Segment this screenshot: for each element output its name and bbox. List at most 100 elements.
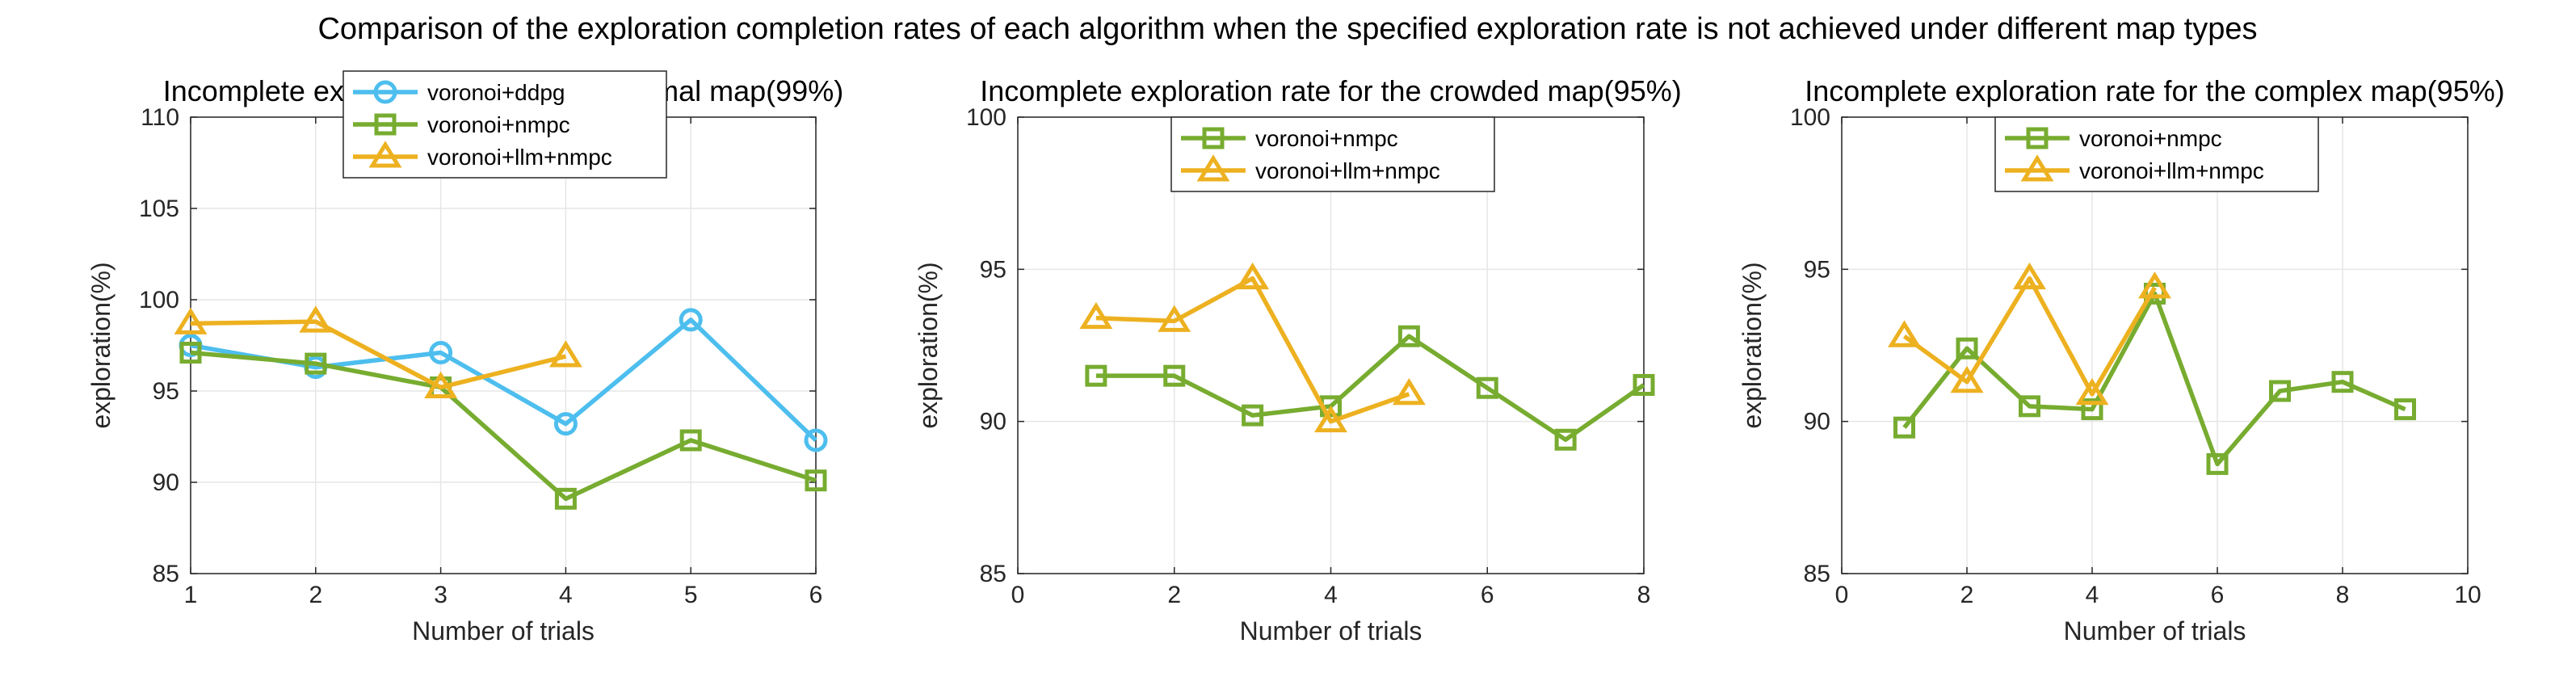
x-axis-label: Number of trials (2064, 616, 2246, 645)
series-line (1095, 275, 1410, 424)
x-tick-label: 0 (1835, 582, 1849, 608)
data-point (2075, 377, 2109, 406)
series-line (1902, 275, 2157, 397)
legend-marker (373, 80, 397, 104)
figure-title: Comparison of the exploration completion… (317, 12, 2257, 46)
legend-label: voronoi+nmpc (1255, 126, 1398, 151)
data-point (2331, 371, 2354, 393)
data-point (2206, 452, 2229, 475)
y-tick-label: 95 (980, 256, 1006, 283)
chart-panel-2: Incomplete exploration rate for the crow… (914, 74, 1682, 645)
x-tick-label: 0 (1011, 582, 1025, 608)
data-point (553, 412, 578, 436)
data-point (1476, 376, 1498, 399)
data-point (299, 305, 333, 333)
data-point (2081, 398, 2103, 421)
x-tick-label: 8 (2336, 582, 2350, 608)
legend-marker (368, 141, 402, 168)
chart-panel-3: Incomplete exploration rate for the comp… (1738, 74, 2505, 645)
data-point (174, 307, 208, 334)
x-tick-label: 10 (2454, 582, 2481, 608)
data-point (679, 308, 703, 332)
y-tick-label: 95 (153, 378, 179, 405)
data-point (1950, 365, 1984, 393)
y-tick-label: 110 (141, 104, 179, 131)
series-2 (1079, 262, 1426, 433)
legend-marker (1196, 154, 1230, 182)
data-point (804, 428, 828, 452)
data-point (548, 340, 582, 368)
x-tick-label: 6 (2211, 582, 2225, 608)
legend-marker (2020, 154, 2054, 182)
data-point (2138, 271, 2171, 299)
data-point (305, 352, 327, 375)
legend: voronoi+nmpc voronoi+llm+nmpc (1170, 116, 1495, 192)
data-point (1236, 262, 1270, 290)
y-tick-label: 90 (1804, 409, 1830, 435)
data-point (554, 487, 577, 510)
data-point (429, 341, 453, 365)
series-3 (174, 305, 582, 398)
series-line (190, 350, 817, 502)
legend-label: voronoi+llm+nmpc (1255, 158, 1440, 183)
legend-label: voronoi+nmpc (2079, 126, 2222, 151)
y-tick-label: 100 (1790, 104, 1830, 131)
data-point (1397, 325, 1420, 347)
data-point (1893, 416, 1915, 439)
y-axis-label: exploration(%) (914, 262, 943, 428)
legend-label: voronoi+llm+nmpc (2079, 158, 2264, 183)
x-tick-label: 6 (809, 582, 823, 608)
legend-label: voronoi+llm+nmpc (427, 145, 612, 170)
y-tick-label: 85 (1804, 561, 1830, 587)
x-axis-label: Number of trials (412, 616, 595, 645)
x-tick-label: 8 (1637, 582, 1651, 608)
x-tick-label: 4 (559, 582, 573, 608)
legend-marker (374, 113, 397, 136)
legend-marker (2026, 127, 2049, 149)
data-point (1242, 404, 1264, 427)
x-tick-label: 3 (434, 582, 448, 608)
y-tick-label: 85 (980, 561, 1006, 587)
data-point (1314, 405, 1347, 433)
series-line (1095, 334, 1645, 443)
legend-marker (1202, 127, 1225, 149)
y-tick-label: 90 (153, 469, 179, 496)
data-point (1158, 305, 1191, 332)
chart-title: Incomplete exploration rate for the comp… (1805, 74, 2504, 107)
x-tick-label: 2 (309, 582, 322, 608)
x-tick-label: 2 (1960, 582, 1974, 608)
data-point (1554, 428, 1577, 451)
data-point (1888, 320, 1921, 347)
series-line (1902, 291, 2406, 467)
data-point (2269, 380, 2291, 402)
y-tick-label: 90 (980, 409, 1006, 435)
y-tick-label: 105 (139, 196, 179, 222)
series-1 (1893, 282, 2416, 475)
plot-area (1842, 117, 2468, 574)
data-point (2019, 395, 2040, 418)
data-point (1085, 364, 1107, 387)
chart-title: Incomplete exploration rate for the crow… (980, 74, 1681, 107)
legend: voronoi+ddpg voronoi+nmpc voronoi+llm+nmpc (342, 70, 667, 179)
legend-label: voronoi+ddpg (427, 80, 565, 105)
x-tick-label: 5 (684, 582, 698, 608)
series-line (190, 319, 567, 390)
data-point (2013, 262, 2046, 290)
y-axis-label: exploration(%) (86, 262, 116, 428)
data-point (1163, 364, 1186, 387)
data-point (679, 429, 702, 452)
chart-panel-1: Incomplete exploration rate for the norm… (86, 70, 843, 645)
x-tick-label: 2 (1167, 582, 1181, 608)
data-point (424, 371, 458, 398)
y-tick-label: 95 (1804, 256, 1830, 283)
x-axis-label: Number of trials (1240, 616, 1422, 645)
data-point (1956, 337, 1978, 360)
legend: voronoi+nmpc voronoi+llm+nmpc (1994, 116, 2319, 192)
data-point (1633, 373, 1655, 396)
y-tick-label: 85 (153, 561, 179, 587)
y-axis-label: exploration(%) (1738, 262, 1767, 428)
data-point (1392, 377, 1426, 406)
data-point (1079, 301, 1113, 330)
x-tick-label: 1 (184, 582, 198, 608)
